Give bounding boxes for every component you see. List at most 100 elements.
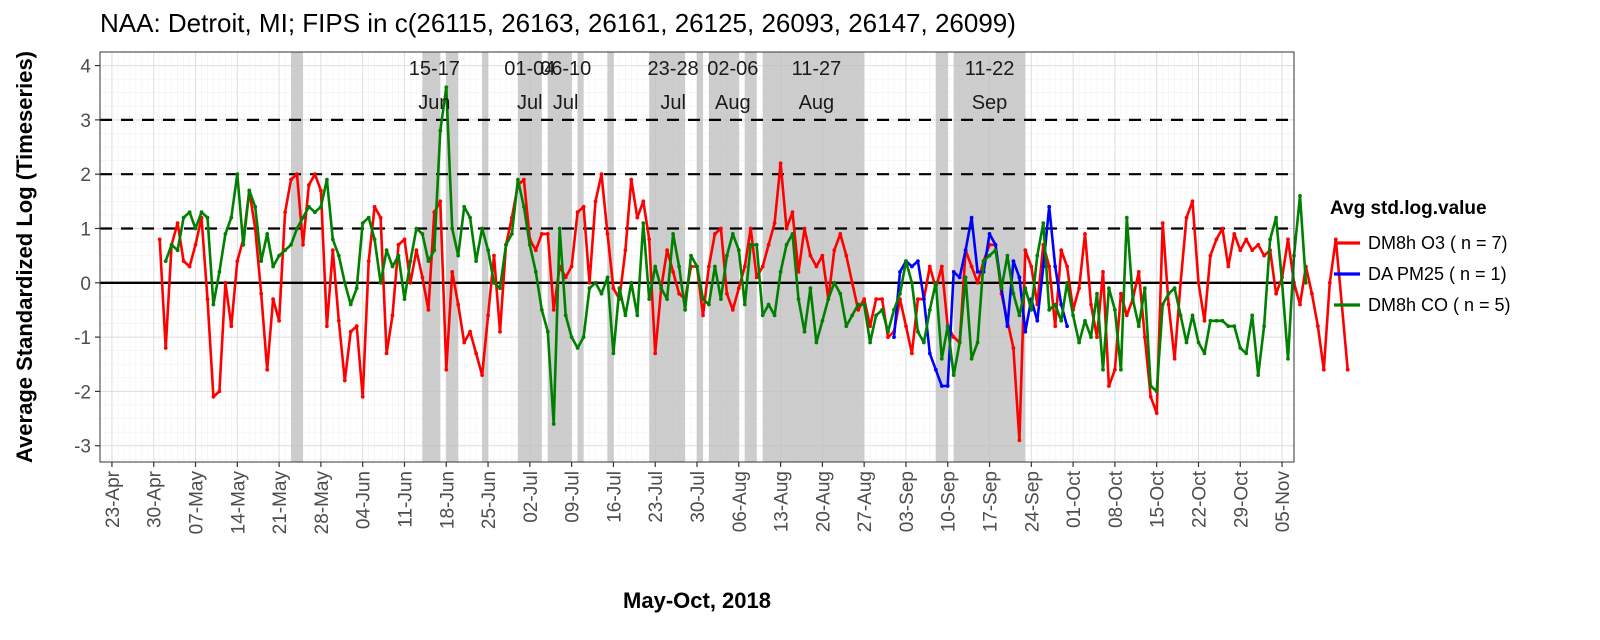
series-point: [1160, 221, 1165, 226]
series-point: [1047, 264, 1052, 269]
series-point: [533, 270, 538, 274]
series-point: [933, 280, 938, 285]
series-point: [1250, 313, 1255, 318]
series-point: [169, 242, 174, 247]
annotation-month: Aug: [799, 92, 835, 114]
series-point: [247, 188, 252, 193]
series-point: [904, 324, 908, 329]
series-point: [575, 346, 580, 350]
series-point: [1053, 302, 1058, 307]
series-point: [163, 259, 168, 263]
series-point: [551, 308, 556, 312]
series-point: [1262, 324, 1266, 329]
series-point: [533, 248, 538, 253]
series-point: [474, 351, 478, 356]
series-point: [241, 242, 246, 247]
series-point: [342, 378, 347, 383]
series-point: [802, 226, 807, 231]
series-point: [1214, 237, 1219, 242]
series-point: [271, 297, 275, 301]
series-point: [653, 351, 658, 356]
series-point: [1172, 356, 1177, 361]
series-point: [360, 221, 365, 226]
series-point: [623, 313, 628, 318]
series-point: [1310, 291, 1314, 296]
series-point: [999, 286, 1004, 291]
series-point: [384, 351, 389, 356]
series-point: [814, 264, 819, 269]
x-tick-label: 10-Sep: [939, 471, 960, 532]
series-point: [605, 275, 610, 280]
series-point: [1148, 394, 1153, 399]
series-point: [1232, 324, 1237, 329]
series-point: [1011, 291, 1016, 296]
series-point: [844, 253, 849, 258]
series-point: [802, 329, 807, 334]
series-point: [527, 242, 532, 247]
annotation-dates: 01-04: [504, 58, 555, 80]
series-point: [235, 259, 240, 263]
series-point: [790, 232, 795, 236]
series-point: [1059, 318, 1064, 323]
annotations: 15-17 Jun 01-04 Jul 06-10 Jul 23-28 Jul 02-06 Aug…: [409, 58, 1015, 114]
series-point: [701, 297, 705, 301]
series-point: [1136, 324, 1141, 329]
series-point: [1029, 308, 1034, 312]
series-point: [217, 270, 222, 274]
series-point: [796, 297, 801, 301]
series-point: [223, 232, 228, 236]
series-point: [969, 356, 974, 361]
series-point: [742, 302, 747, 307]
series-point: [265, 367, 270, 372]
series-point: [1017, 313, 1022, 318]
x-tick-label: 15-Oct: [1148, 470, 1169, 528]
series-point: [1220, 226, 1225, 231]
series-point: [1190, 199, 1195, 204]
series-point: [396, 253, 401, 258]
series-point: [736, 286, 741, 291]
series-point: [1274, 291, 1278, 296]
series-point: [348, 302, 353, 307]
series-point: [826, 297, 831, 301]
series-point: [1095, 291, 1099, 296]
series-point: [420, 232, 425, 236]
series-point: [187, 210, 192, 215]
series-point: [1172, 286, 1177, 291]
series-point: [1196, 280, 1201, 285]
series-point: [808, 286, 813, 291]
series-point: [480, 373, 484, 377]
series-point: [748, 242, 753, 247]
series-point: [295, 226, 299, 231]
series-point: [587, 286, 592, 291]
series-point: [402, 237, 407, 242]
series-point: [1202, 351, 1207, 356]
series-layer: [157, 85, 1350, 443]
series-point: [856, 302, 861, 307]
series-point: [330, 237, 335, 242]
x-tick-label: 28-May: [312, 471, 333, 535]
series-point: [1119, 291, 1123, 296]
shaded-period: [482, 52, 489, 462]
series-point: [1184, 340, 1189, 345]
series-point: [981, 259, 986, 263]
series-point: [348, 329, 353, 334]
x-tick-label: 23-Apr: [103, 470, 124, 528]
series-point: [259, 259, 264, 263]
series-point: [593, 280, 598, 285]
series-point: [563, 313, 568, 318]
series-point: [1327, 280, 1332, 285]
series-point: [993, 248, 998, 253]
series-point: [1101, 270, 1105, 274]
series-point: [1226, 324, 1231, 329]
series-point: [629, 177, 634, 182]
series-group: [157, 161, 1350, 443]
series-point: [939, 384, 944, 388]
series-point: [1077, 286, 1081, 291]
series-point: [175, 221, 180, 226]
legend: Avg std.log.value DM8h O3 ( n = 7) DA PM2…: [1330, 198, 1511, 315]
series-point: [1316, 324, 1320, 329]
annotation-dates: 06-10: [540, 58, 591, 80]
series-point: [396, 242, 401, 247]
series-point: [665, 297, 669, 301]
legend-label: DA PM25 ( n = 1): [1368, 264, 1507, 284]
